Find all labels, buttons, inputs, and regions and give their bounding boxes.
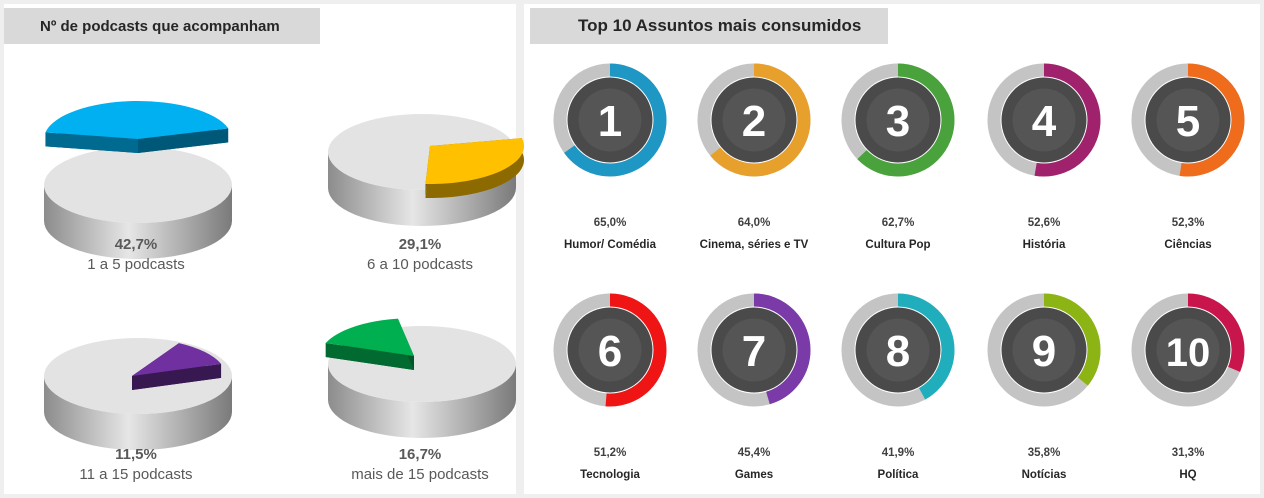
pie-rest-1-a-5 — [44, 147, 232, 223]
topic-donut-9: 9 — [987, 293, 1101, 407]
topic-rank-10: 10 — [1166, 331, 1211, 375]
topic-percent-3: 62,7% — [881, 217, 915, 229]
pie-slice-6-a-10 — [425, 138, 524, 198]
pie-side-1-a-5 — [44, 185, 232, 259]
pie-label-11-a-15: 11 a 15 podcasts — [79, 466, 193, 483]
pie-label-6-a-10: 6 a 10 podcasts — [367, 256, 473, 273]
topic-donut-7: 7 — [697, 293, 811, 407]
topic-percent-2: 64,0% — [737, 217, 771, 229]
pie-label-1-a-5: 1 a 5 podcasts — [87, 256, 185, 273]
topic-name-4: História — [1022, 239, 1066, 251]
topic-percent-9: 35,8% — [1027, 447, 1061, 459]
topic-ring-value-2 — [697, 63, 811, 177]
topic-ring-value-6 — [553, 293, 667, 407]
topic-name-7: Games — [734, 469, 774, 481]
top-topics-title: Top 10 Assuntos mais consumidos — [530, 8, 888, 44]
topic-name-3: Cultura Pop — [865, 239, 931, 251]
topic-rank-1: 1 — [598, 97, 622, 146]
topic-percent-1: 65,0% — [593, 217, 627, 229]
topic-name-2: Cinema, séries e TV — [699, 239, 809, 251]
pie-percent-11-a-15: 11,5% — [115, 446, 157, 463]
topic-percent-10: 31,3% — [1171, 447, 1205, 459]
topic-ring-value-3 — [841, 63, 955, 177]
topic-ring-value-8 — [841, 293, 955, 407]
pie-chart-1-a-5 — [44, 101, 232, 259]
pie-slice-11-a-15 — [132, 343, 222, 390]
pie-chart-6-a-10 — [328, 114, 524, 226]
topic-ring-value-10 — [1131, 293, 1245, 407]
topic-rank-2: 2 — [742, 97, 766, 146]
topic-name-6: Tecnologia — [580, 469, 640, 481]
topic-rank-3: 3 — [886, 97, 910, 146]
topic-ring-value-7 — [697, 293, 811, 407]
pie-chart-11-a-15 — [44, 338, 232, 450]
topic-donut-3: 3 — [841, 63, 955, 177]
topic-donut-6: 6 — [553, 293, 667, 407]
pie-side-mais-de-15 — [328, 364, 516, 438]
topic-percent-7: 45,4% — [737, 447, 771, 459]
topic-rank-8: 8 — [886, 327, 910, 376]
topic-name-10: HQ — [1179, 469, 1197, 481]
pie-percent-1-a-5: 42,7% — [114, 236, 158, 253]
topic-rank-9: 9 — [1032, 327, 1056, 376]
topic-name-5: Ciências — [1164, 239, 1212, 251]
topic-rank-7: 7 — [742, 327, 766, 376]
topic-name-1: Humor/ Comédia — [563, 239, 656, 251]
topic-name-8: Política — [877, 469, 919, 481]
pie-chart-mais-de-15 — [325, 318, 516, 438]
pie-label-mais-de-15: mais de 15 podcasts — [351, 466, 489, 483]
topic-donut-5: 5 — [1131, 63, 1245, 177]
podcast-count-panel: Nº de podcasts que acompanham 42,7% 1 a … — [4, 4, 524, 494]
topic-ring-value-4 — [987, 63, 1101, 177]
topic-donut-10: 10 — [1131, 293, 1245, 407]
topic-donut-4: 4 — [987, 63, 1101, 177]
topic-percent-5: 52,3% — [1171, 217, 1205, 229]
topic-rank-4: 4 — [1032, 97, 1057, 146]
top-topics-panel: Top 10 Assuntos mais consumidos 1 65,0% Hu… — [524, 4, 1260, 494]
topic-percent-4: 52,6% — [1027, 217, 1061, 229]
pie-percent-6-a-10: 29,1% — [398, 236, 442, 253]
pie-slice-1-a-5 — [45, 101, 229, 153]
topic-percent-6: 51,2% — [593, 447, 627, 459]
pie-slice-mais-de-15 — [325, 318, 414, 370]
podcast-count-title: Nº de podcasts que acompanham — [4, 8, 320, 44]
topic-rank-5: 5 — [1176, 97, 1200, 146]
topic-ring-value-1 — [553, 63, 667, 177]
topic-ring-value-5 — [1131, 63, 1245, 177]
topic-rank-6: 6 — [598, 327, 622, 376]
pie-side-11-a-15 — [44, 376, 232, 450]
topic-donut-2: 2 — [697, 63, 811, 177]
pie-percent-mais-de-15: 16,7% — [398, 446, 442, 463]
topic-donut-8: 8 — [841, 293, 955, 407]
topic-ring-value-9 — [987, 293, 1101, 407]
pie-side-6-a-10 — [328, 152, 516, 226]
topic-name-9: Notícias — [1021, 469, 1067, 481]
topic-donut-1: 1 — [553, 63, 667, 177]
topic-percent-8: 41,9% — [881, 447, 915, 459]
